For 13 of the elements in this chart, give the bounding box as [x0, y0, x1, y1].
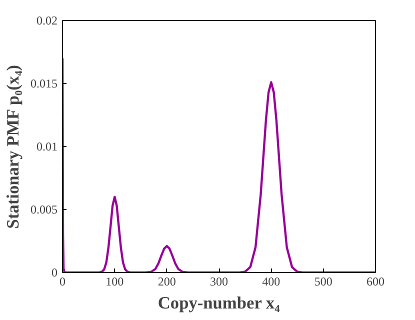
y-tick-label: 0.02 [36, 14, 58, 28]
x-tick-label: 400 [262, 274, 280, 288]
y-tick-label: 0 [52, 266, 58, 280]
y-tick-label: 0.01 [36, 140, 58, 154]
x-tick-label: 100 [106, 274, 124, 288]
x-axis-title: Copy-number x₄ [158, 294, 281, 312]
y-tick-label: 0.005 [30, 202, 58, 216]
x-tick-label: 300 [210, 274, 228, 288]
x-tick-label: 200 [158, 274, 176, 288]
x-tick-label: 500 [314, 274, 332, 288]
y-axis-title: Stationary PMF p₀(x₄) [4, 64, 22, 229]
x-tick-label: 600 [366, 274, 384, 288]
y-tick-label: 0.015 [30, 76, 58, 90]
